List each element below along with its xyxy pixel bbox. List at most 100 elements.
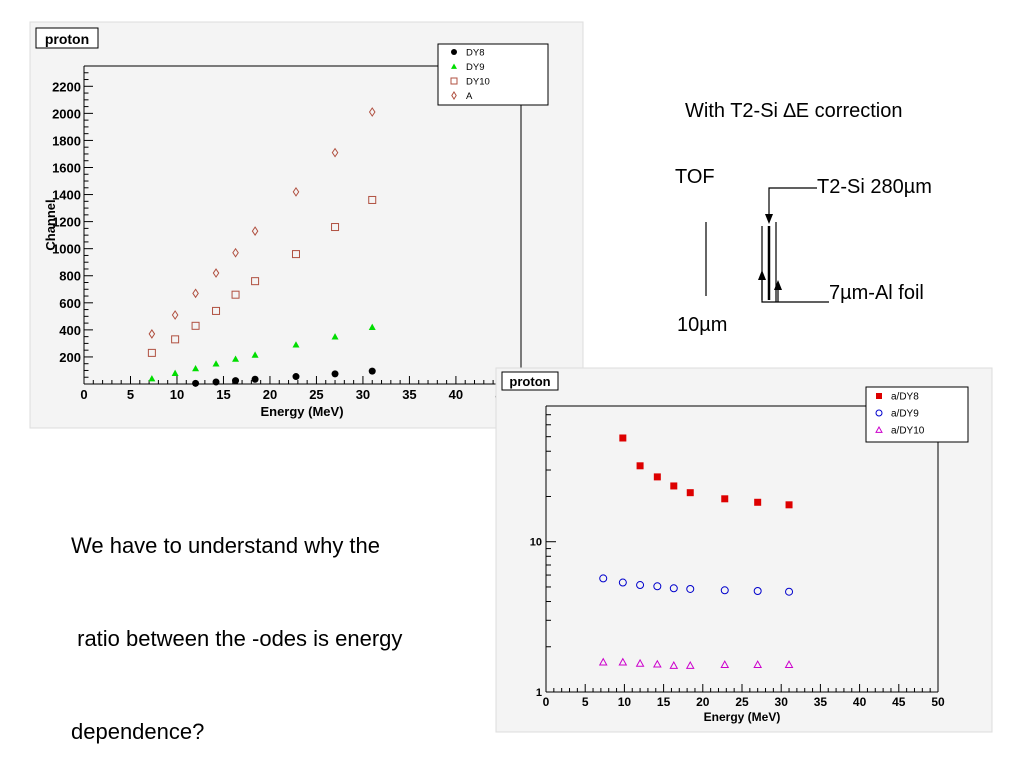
chart2-point-a-dy9 [653,582,662,591]
chart1-y-tick-label: 800 [59,269,81,284]
chart1-point-dy10 [231,290,240,299]
chart1-point-dy8 [232,377,240,385]
chart1-x-tick-label: 20 [263,387,277,402]
chart1-y-tick-label: 1000 [52,242,81,257]
chart2-point-a-dy9 [686,584,695,593]
chart1-point-dy8 [251,375,259,383]
chart2-point-a-dy9 [669,584,678,593]
chart2-x-tick-label: 20 [696,695,710,709]
chart1-point-a [232,247,239,258]
chart1-y-tick-label: 2000 [52,106,81,121]
chart1-point-dy9 [251,351,259,358]
t2si-pointer [768,187,817,218]
chart1-point-a [148,329,156,339]
chart1-x-tick-label: 15 [216,387,230,402]
chart1-point-dy10 [191,321,200,330]
chart1-title-box [35,27,99,49]
chart2-legend-entries: a/DY8 a/DY9 a/DY10 [875,392,925,437]
chart2-point-a-dy8 [653,473,661,481]
chart2-point-a-dy10 [598,657,608,666]
chart2-point-a-dy10 [784,660,794,668]
chart1-y-tick-label: 400 [59,323,81,338]
chart2-point-a-dy10 [753,660,763,668]
chart1-legend-label: DY9 [466,62,484,73]
chart1-y-axis-label: Channel [43,199,58,250]
chart1-y-tick-label: 2200 [52,79,81,94]
chart1-point-dy9 [331,333,339,340]
chart2-point-a-dy10 [720,660,730,668]
chart1-data-points [147,107,377,387]
chart1-point-dy9 [292,341,300,348]
chart1-point-a [292,186,300,197]
chart2-y-tick-label: 10 [530,537,542,549]
chart1-point-a [212,268,220,278]
question-text: We have to understand why the ratio betw… [71,468,402,778]
chart1-x-tick-label: 35 [402,387,416,402]
chart2-point-a-dy8 [619,434,627,442]
chart2-point-a-dy9 [636,581,645,590]
chart2-point-a-dy10 [618,657,628,666]
al-foil-label: 7µm-Al foil [829,282,924,304]
chart2-x-tick-label: 30 [775,695,789,709]
chart1-point-dy8 [192,379,200,387]
chart1-point-dy10 [251,277,260,286]
chart2-x-tick-label: 25 [735,695,749,709]
chart1-x-axis-label: Energy (MeV) [260,404,343,419]
chart1-y-tick-label: 200 [59,350,81,365]
chart2-point-a-dy9 [599,574,608,583]
chart2-legend-marker [876,393,882,399]
chart1-x-tick-label: 40 [449,387,463,402]
chart1-legend-marker [450,77,458,85]
chart2-point-a-dy8 [636,462,644,470]
question-line-3: dependence? [71,719,205,744]
chart2-point-a-dy10 [652,659,662,668]
chart1-point-dy9 [171,369,179,376]
chart1-legend-label: DY8 [466,48,484,59]
chart2-point-a-dy8 [754,498,762,506]
chart1-point-dy10 [368,195,377,204]
chart1-x-tick-label: 5 [127,387,134,402]
chart1-point-dy9 [212,360,220,367]
chart1-point-dy10 [331,223,340,232]
chart1-y-tick-label: 1800 [52,133,81,148]
chart2-x-tick-label: 35 [814,695,828,709]
detector-diagram [705,187,829,303]
chart1-point-dy8 [368,367,376,375]
chart1-legend-marker [451,49,457,55]
ratio-vs-energy-chart: proton 0 5 10 15 20 25 30 35 40 45 50 1 10 Energy (… [495,367,993,733]
chart2-data-points [598,434,794,669]
chart2-tick-marks [545,405,939,693]
al-foil-arrowhead-right [774,280,782,290]
chart1-legend-marker [451,63,457,69]
chart1-x-tick-label: 30 [356,387,370,402]
chart1-point-dy9 [232,355,240,362]
chart2-x-tick-labels: 0 5 10 15 20 25 30 35 40 45 50 [543,695,945,709]
chart2-x-tick-label: 0 [543,695,550,709]
chart1-point-dy9 [368,323,376,330]
chart2-legend-marker [875,409,883,417]
chart1-point-dy8 [212,378,220,386]
chart2-x-tick-label: 40 [853,695,867,709]
chart2-point-a-dy8 [785,501,793,509]
chart1-y-tick-label: 600 [59,296,81,311]
chart1-y-tick-label: 1600 [52,160,81,175]
chart1-point-dy8 [292,373,300,381]
chart1-point-a [331,147,339,158]
chart2-title-box [501,371,559,391]
chart2-point-a-dy8 [721,495,729,503]
chart2-x-tick-label: 10 [618,695,632,709]
chart1-point-dy10 [171,335,180,344]
chart2-legend-label: a/DY10 [891,426,925,437]
chart1-x-tick-label: 10 [170,387,184,402]
ten-micron-label: 10µm [677,314,728,336]
chart2-legend-label: a/DY9 [891,409,919,420]
chart2-x-tick-label: 15 [657,695,671,709]
chart2-x-axis-label: Energy (MeV) [704,710,781,724]
t2si-arrowhead [765,214,773,224]
chart2-point-a-dy8 [670,482,678,490]
chart2-x-tick-label: 5 [582,695,589,709]
al-foil-arrowhead-left [758,270,766,280]
chart1-y-tick-label: 1200 [52,215,81,230]
